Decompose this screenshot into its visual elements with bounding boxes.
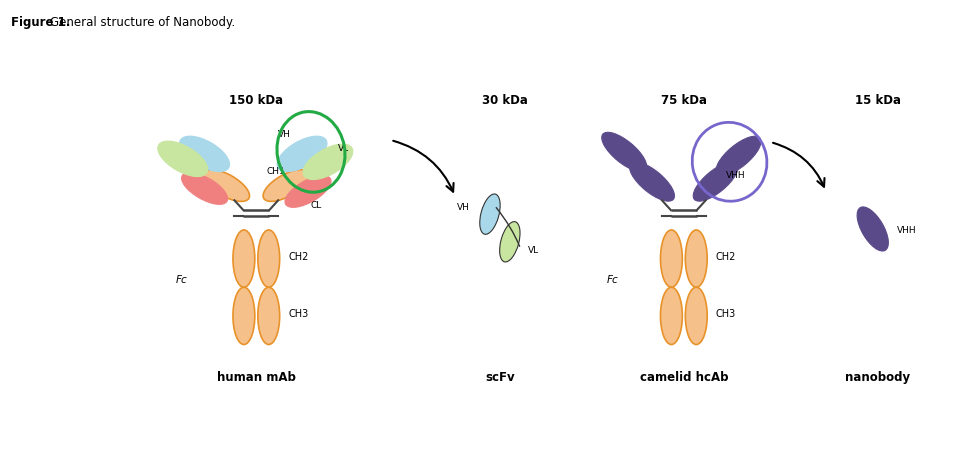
Ellipse shape (181, 173, 228, 204)
Text: CH2: CH2 (716, 252, 736, 262)
Text: VHH: VHH (896, 226, 916, 235)
Ellipse shape (693, 162, 738, 201)
Text: VH: VH (457, 203, 470, 212)
Text: Fc: Fc (606, 275, 619, 285)
Text: 30 kDa: 30 kDa (482, 94, 528, 107)
Text: VL: VL (528, 246, 538, 255)
Ellipse shape (179, 136, 230, 172)
Ellipse shape (157, 141, 207, 177)
Text: 15 kDa: 15 kDa (855, 94, 900, 107)
Ellipse shape (480, 194, 500, 235)
Text: nanobody: nanobody (845, 371, 910, 384)
Ellipse shape (258, 230, 280, 287)
Text: VHH: VHH (726, 171, 745, 180)
Ellipse shape (857, 207, 889, 251)
Ellipse shape (660, 287, 682, 345)
Ellipse shape (258, 287, 280, 345)
Text: VL: VL (338, 144, 349, 153)
Ellipse shape (685, 230, 707, 287)
Ellipse shape (263, 170, 309, 202)
Text: CH3: CH3 (716, 309, 736, 319)
Text: Fc: Fc (176, 275, 187, 285)
Text: CH1: CH1 (266, 167, 285, 176)
Text: 75 kDa: 75 kDa (661, 94, 706, 107)
Ellipse shape (602, 132, 647, 171)
Text: CL: CL (311, 201, 322, 210)
Text: camelid hcAb: camelid hcAb (640, 371, 728, 384)
Ellipse shape (629, 162, 675, 201)
Ellipse shape (716, 136, 761, 175)
Text: CH3: CH3 (289, 309, 309, 319)
Ellipse shape (204, 170, 250, 202)
Ellipse shape (500, 221, 520, 262)
Text: General structure of Nanobody.: General structure of Nanobody. (49, 16, 234, 28)
Text: CH2: CH2 (289, 252, 309, 262)
Text: VH: VH (278, 129, 290, 138)
Ellipse shape (233, 230, 255, 287)
Text: 150 kDa: 150 kDa (230, 94, 284, 107)
Text: Figure 1.: Figure 1. (11, 16, 70, 28)
Ellipse shape (233, 287, 255, 345)
Ellipse shape (685, 287, 707, 345)
Text: scFv: scFv (485, 371, 514, 384)
Ellipse shape (660, 230, 682, 287)
Ellipse shape (303, 144, 353, 179)
Ellipse shape (285, 175, 331, 207)
Ellipse shape (277, 136, 327, 172)
Text: human mAb: human mAb (217, 371, 295, 384)
